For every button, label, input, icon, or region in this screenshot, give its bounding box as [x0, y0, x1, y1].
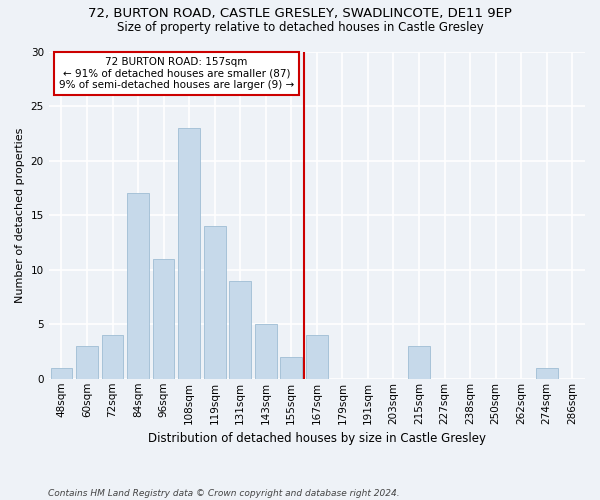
X-axis label: Distribution of detached houses by size in Castle Gresley: Distribution of detached houses by size …: [148, 432, 486, 445]
Bar: [280, 357, 302, 379]
Bar: [229, 280, 251, 379]
Text: 72, BURTON ROAD, CASTLE GRESLEY, SWADLINCOTE, DE11 9EP: 72, BURTON ROAD, CASTLE GRESLEY, SWADLIN…: [88, 8, 512, 20]
Bar: [306, 335, 328, 379]
Bar: [178, 128, 200, 379]
Bar: [101, 335, 124, 379]
Bar: [255, 324, 277, 379]
Bar: [408, 346, 430, 379]
Bar: [50, 368, 72, 379]
Bar: [536, 368, 557, 379]
Text: Size of property relative to detached houses in Castle Gresley: Size of property relative to detached ho…: [116, 21, 484, 34]
Bar: [76, 346, 98, 379]
Bar: [153, 259, 175, 379]
Y-axis label: Number of detached properties: Number of detached properties: [15, 128, 25, 303]
Bar: [127, 194, 149, 379]
Text: 72 BURTON ROAD: 157sqm
← 91% of detached houses are smaller (87)
9% of semi-deta: 72 BURTON ROAD: 157sqm ← 91% of detached…: [59, 57, 294, 90]
Text: Contains HM Land Registry data © Crown copyright and database right 2024.: Contains HM Land Registry data © Crown c…: [48, 488, 400, 498]
Bar: [204, 226, 226, 379]
